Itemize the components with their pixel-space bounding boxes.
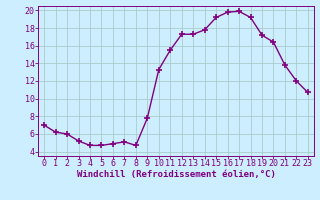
X-axis label: Windchill (Refroidissement éolien,°C): Windchill (Refroidissement éolien,°C) bbox=[76, 170, 276, 179]
